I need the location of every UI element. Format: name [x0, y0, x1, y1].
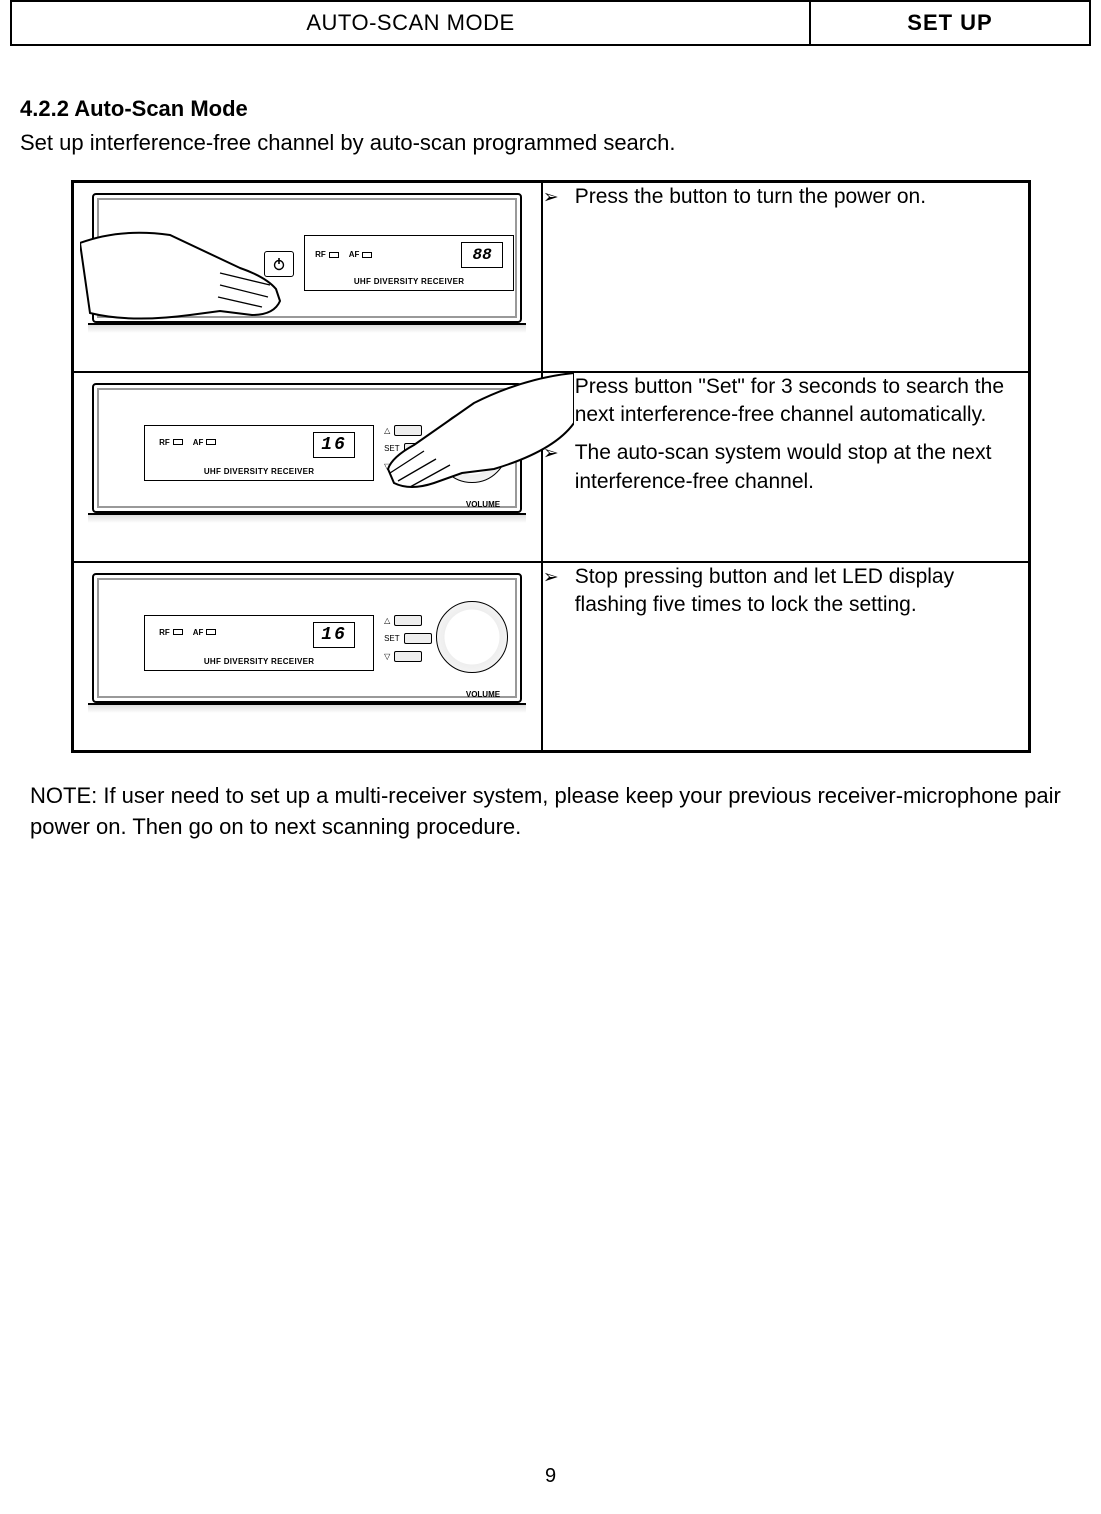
led-display: 16 [313, 622, 355, 648]
header-bar: AUTO-SCAN MODE SET UP [10, 0, 1091, 46]
note: NOTE: If user need to set up a multi-rec… [20, 781, 1081, 843]
step-image-cell: RF AF 16 UHF DIVERSITY RECEIVER △ SET ▽ … [72, 372, 542, 562]
led-display: 88 [461, 242, 503, 268]
power-button [264, 251, 294, 277]
table-row: RF AF 16 UHF DIVERSITY RECEIVER △ SET ▽ … [72, 562, 1029, 752]
device-sublabel: UHF DIVERSITY RECEIVER [305, 277, 513, 286]
rf-af-indicators: RF AF [315, 250, 372, 259]
device-illustration-3: RF AF 16 UHF DIVERSITY RECEIVER △ SET ▽ … [92, 573, 522, 703]
bullet-icon: ➢ [543, 183, 575, 211]
table-row: RF AF 88 UHF DIVERSITY RECEIVER ➢ Press … [72, 182, 1029, 372]
device-panel: RF AF 88 UHF DIVERSITY RECEIVER [304, 235, 514, 291]
section-title: 4.2.2 Auto-Scan Mode [20, 96, 1081, 122]
volume-knob [436, 601, 508, 673]
step-text-cell: ➢ Stop pressing button and let LED displ… [542, 562, 1029, 752]
list-item: ➢ Press button "Set" for 3 seconds to se… [543, 373, 1028, 430]
step-text-cell: ➢ Press the button to turn the power on. [542, 182, 1029, 372]
device-sublabel: UHF DIVERSITY RECEIVER [145, 657, 373, 666]
hand-icon [354, 373, 574, 523]
step-text: Stop pressing button and let LED display… [575, 563, 1028, 620]
table-row: RF AF 16 UHF DIVERSITY RECEIVER △ SET ▽ … [72, 372, 1029, 562]
device-panel: RF AF 16 UHF DIVERSITY RECEIVER [144, 425, 374, 481]
step-text: The auto-scan system would stop at the n… [575, 439, 1028, 496]
header-setup-label: SET UP [809, 2, 1089, 44]
step-text: Press the button to turn the power on. [575, 183, 1028, 211]
note-text: If user need to set up a multi-receiver … [30, 783, 1061, 839]
step-image-cell: RF AF 88 UHF DIVERSITY RECEIVER [72, 182, 542, 372]
page-content: 4.2.2 Auto-Scan Mode Set up interference… [0, 46, 1101, 843]
power-icon [272, 257, 286, 271]
rf-af-indicators: RF AF [159, 438, 216, 447]
step-text-cell: ➢ Press button "Set" for 3 seconds to se… [542, 372, 1029, 562]
step-image-cell: RF AF 16 UHF DIVERSITY RECEIVER △ SET ▽ … [72, 562, 542, 752]
led-display: 16 [313, 432, 355, 458]
hand-icon [80, 223, 300, 333]
bullet-icon: ➢ [543, 563, 575, 620]
list-item: ➢ Stop pressing button and let LED displ… [543, 563, 1028, 620]
device-illustration-2: RF AF 16 UHF DIVERSITY RECEIVER △ SET ▽ … [92, 383, 522, 513]
steps-table: RF AF 88 UHF DIVERSITY RECEIVER ➢ Press … [71, 180, 1031, 753]
device-sublabel: UHF DIVERSITY RECEIVER [145, 467, 373, 476]
set-buttons: △ SET ▽ [384, 613, 432, 667]
volume-label: VOLUME [466, 690, 500, 699]
header-mode-title: AUTO-SCAN MODE [12, 2, 809, 44]
page-number: 9 [0, 1465, 1101, 1488]
list-item: ➢ Press the button to turn the power on. [543, 183, 1028, 211]
rf-af-indicators: RF AF [159, 628, 216, 637]
section-intro: Set up interference-free channel by auto… [20, 130, 1081, 156]
device-illustration-1: RF AF 88 UHF DIVERSITY RECEIVER [92, 193, 522, 323]
note-label: NOTE: [30, 783, 97, 808]
step-text: Press button "Set" for 3 seconds to sear… [575, 373, 1028, 430]
list-item: ➢ The auto-scan system would stop at the… [543, 439, 1028, 496]
device-panel: RF AF 16 UHF DIVERSITY RECEIVER [144, 615, 374, 671]
